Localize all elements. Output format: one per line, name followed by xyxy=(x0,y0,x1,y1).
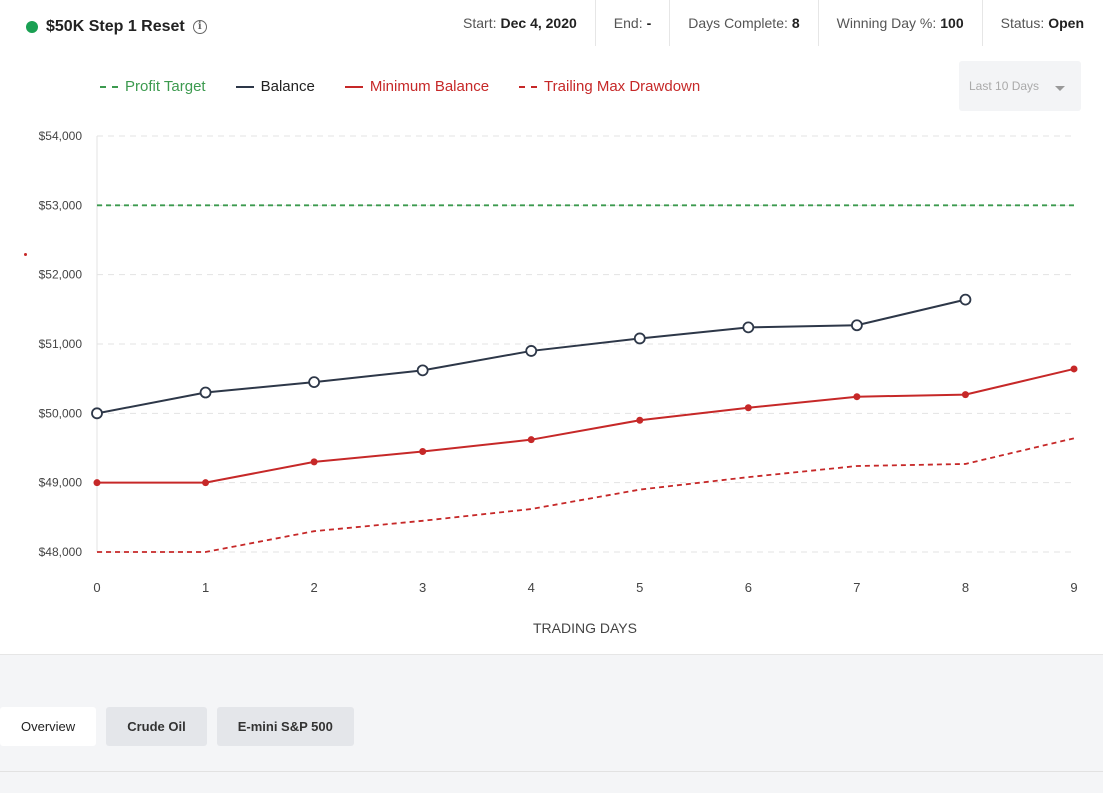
balance-point[interactable] xyxy=(525,345,538,357)
legend-profit-target[interactable]: Profit Target xyxy=(100,78,206,95)
balance-point[interactable] xyxy=(850,319,863,332)
status-dot-icon xyxy=(26,21,38,33)
y-tick-label: $51,000 xyxy=(39,337,83,351)
y-tick-label: $49,000 xyxy=(39,476,83,490)
lower-panel: Overview Crude Oil E-mini S&P 500 xyxy=(0,654,1103,793)
stat-start: Start: Dec 4, 2020 xyxy=(445,0,596,46)
y-tick-label: $52,000 xyxy=(39,268,83,282)
balance-point[interactable] xyxy=(633,332,646,345)
minimum-balance-point[interactable] xyxy=(93,479,101,487)
account-stats: Start: Dec 4, 2020 End: - Days Complete: 8 … xyxy=(445,0,1103,58)
minimum-balance-point[interactable] xyxy=(419,447,427,455)
balance-point[interactable] xyxy=(91,407,103,420)
date-range-select[interactable]: Last 10 Days xyxy=(959,61,1081,111)
minimum-balance-point[interactable] xyxy=(744,404,752,412)
dashed-line-icon xyxy=(519,85,538,88)
series-line-minimum-balance xyxy=(97,367,1075,484)
y-tick-label: $53,000 xyxy=(39,198,83,212)
legend-balance[interactable]: Balance xyxy=(235,78,315,95)
balance-point[interactable] xyxy=(308,376,321,389)
marker-dot xyxy=(24,253,27,256)
y-tick-label: $48,000 xyxy=(39,545,83,559)
caret-down-icon xyxy=(1055,86,1065,91)
divider xyxy=(0,771,1103,772)
tab-overview[interactable]: Overview xyxy=(0,707,97,746)
balance-point[interactable] xyxy=(959,293,972,306)
x-tick-label: 8 xyxy=(962,580,969,595)
x-tick-label: 1 xyxy=(202,580,209,595)
x-tick-label: 5 xyxy=(636,580,643,595)
dashed-line-icon xyxy=(100,85,118,88)
x-tick-label: 6 xyxy=(745,580,752,595)
balance-point[interactable] xyxy=(742,321,755,334)
info-icon[interactable]: i xyxy=(192,20,207,34)
minimum-balance-point[interactable] xyxy=(310,458,318,466)
minimum-balance-point[interactable] xyxy=(636,416,644,424)
x-tick-label: 9 xyxy=(1070,580,1077,595)
y-tick-label: $54,000 xyxy=(39,129,83,143)
solid-line-icon xyxy=(235,85,254,88)
x-axis-label: TRADING DAYS xyxy=(533,620,637,636)
account-title: $50K Step 1 Reset i xyxy=(26,18,207,36)
balance-point[interactable] xyxy=(199,386,212,399)
x-tick-label: 4 xyxy=(528,580,535,595)
tab-emini-sp500[interactable]: E-mini S&P 500 xyxy=(216,707,354,746)
y-tick-label: $50,000 xyxy=(39,406,83,420)
instrument-tabs: Overview Crude Oil E-mini S&P 500 xyxy=(0,707,354,746)
stat-days-complete: Days Complete: 8 xyxy=(670,0,819,46)
stat-status: Status: Open xyxy=(1000,15,1084,31)
legend-trailing-max-drawdown[interactable]: Trailing Max Drawdown xyxy=(519,78,700,95)
balance-chart: $48,000 $49,000 $50,000 $51,000 $52,000 $53,0… xyxy=(39,129,1078,636)
balance-point[interactable] xyxy=(416,364,429,377)
solid-line-icon xyxy=(344,85,363,88)
chart-legend: Profit Target Balance Minimum Balance Tr… xyxy=(100,78,700,95)
minimum-balance-point[interactable] xyxy=(202,479,210,487)
x-tick-label: 3 xyxy=(419,580,426,595)
tab-crude-oil[interactable]: Crude Oil xyxy=(106,707,207,746)
x-tick-label: 0 xyxy=(93,580,100,595)
x-tick-label: 7 xyxy=(853,580,860,595)
account-header: $50K Step 1 Reset i Start: Dec 4, 2020 En… xyxy=(0,0,1103,58)
minimum-balance-point[interactable] xyxy=(1070,365,1078,373)
minimum-balance-point[interactable] xyxy=(853,393,861,401)
minimum-balance-point[interactable] xyxy=(961,391,969,399)
minimum-balance-point[interactable] xyxy=(527,436,535,444)
legend-minimum-balance[interactable]: Minimum Balance xyxy=(344,78,489,95)
series-line-trailing-max-drawdown xyxy=(97,437,1075,553)
account-name: $50K Step 1 Reset xyxy=(46,18,185,35)
stat-winning-day: Winning Day %: 100 xyxy=(819,0,983,46)
x-tick-label: 2 xyxy=(310,580,317,595)
stat-end: End: - xyxy=(596,0,671,46)
